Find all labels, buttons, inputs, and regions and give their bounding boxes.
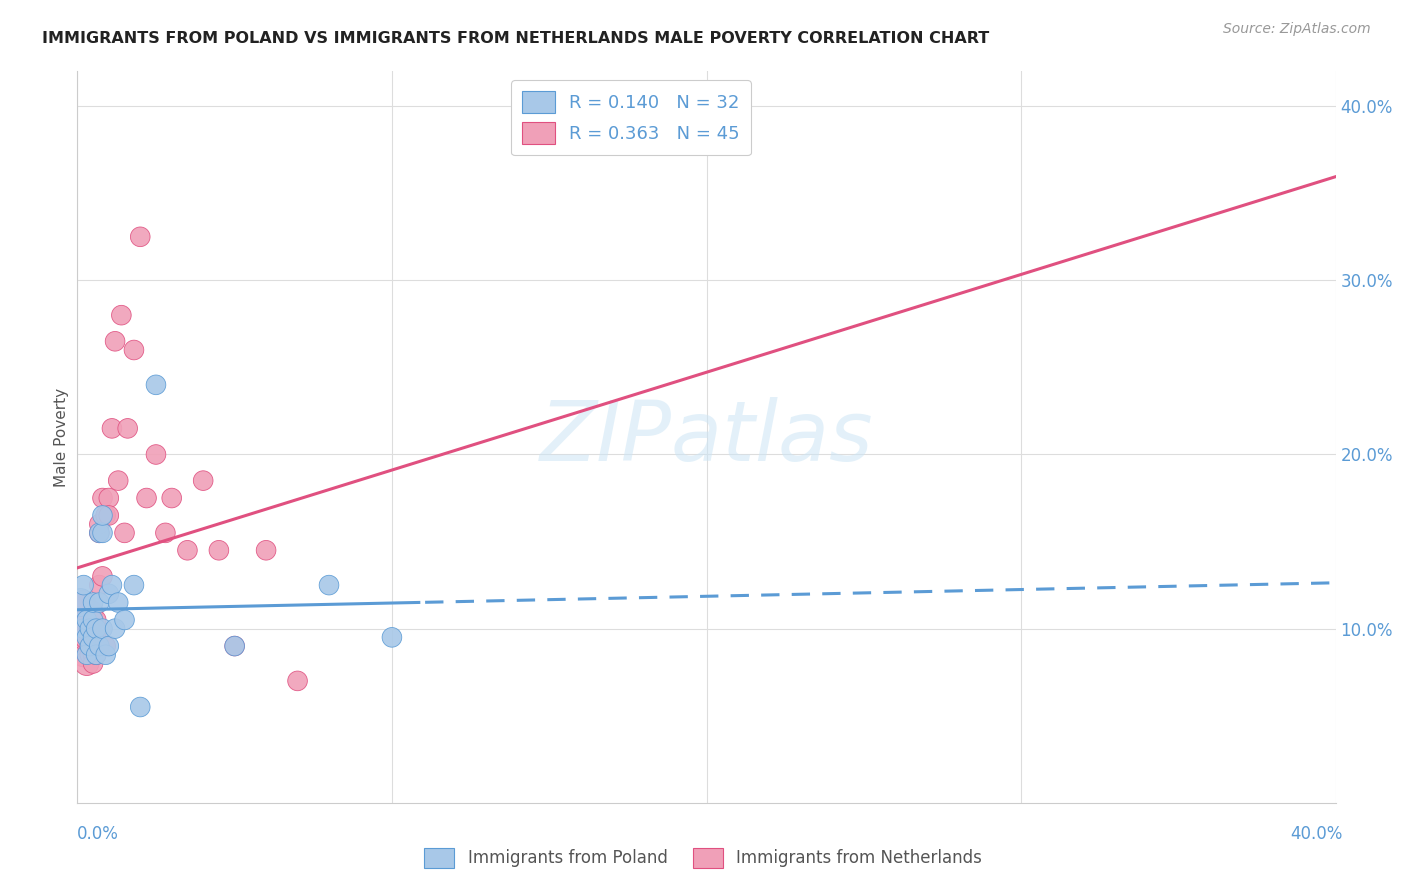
Point — [82, 657, 104, 671]
Point — [76, 631, 98, 645]
Point — [94, 508, 117, 523]
Point — [89, 639, 111, 653]
Point — [101, 421, 124, 435]
Point — [79, 622, 101, 636]
Point — [117, 421, 139, 435]
Point — [129, 700, 152, 714]
Point — [72, 648, 94, 662]
Point — [160, 491, 183, 505]
Point — [97, 639, 120, 653]
Point — [76, 657, 98, 671]
Point — [79, 639, 101, 653]
Legend: Immigrants from Poland, Immigrants from Netherlands: Immigrants from Poland, Immigrants from … — [418, 841, 988, 875]
Point — [145, 448, 167, 462]
Point — [89, 525, 111, 540]
Text: 40.0%: 40.0% — [1291, 825, 1343, 843]
Point — [84, 648, 107, 662]
Point — [89, 517, 111, 532]
Point — [191, 474, 215, 488]
Point — [107, 474, 129, 488]
Point — [114, 613, 136, 627]
Point — [76, 613, 98, 627]
Point — [82, 613, 104, 627]
Text: Source: ZipAtlas.com: Source: ZipAtlas.com — [1223, 22, 1371, 37]
Point — [84, 622, 107, 636]
Point — [135, 491, 157, 505]
Point — [82, 648, 104, 662]
Text: IMMIGRANTS FROM POLAND VS IMMIGRANTS FROM NETHERLANDS MALE POVERTY CORRELATION C: IMMIGRANTS FROM POLAND VS IMMIGRANTS FRO… — [42, 31, 990, 46]
Point — [72, 622, 94, 636]
Point — [381, 631, 404, 645]
Point — [208, 543, 231, 558]
Point — [89, 525, 111, 540]
Point — [69, 595, 91, 609]
Point — [84, 648, 107, 662]
Point — [94, 648, 117, 662]
Point — [69, 622, 91, 636]
Point — [82, 631, 104, 645]
Point — [101, 578, 124, 592]
Point — [91, 508, 114, 523]
Point — [254, 543, 277, 558]
Text: 0.0%: 0.0% — [77, 825, 120, 843]
Point — [79, 622, 101, 636]
Point — [84, 613, 107, 627]
Point — [129, 229, 152, 244]
Point — [72, 595, 94, 609]
Point — [318, 578, 340, 592]
Point — [91, 622, 114, 636]
Point — [114, 525, 136, 540]
Point — [69, 595, 91, 609]
Point — [224, 639, 246, 653]
Point — [107, 595, 129, 609]
Point — [122, 343, 145, 357]
Point — [155, 525, 177, 540]
Point — [97, 491, 120, 505]
Point — [89, 595, 111, 609]
Point — [76, 648, 98, 662]
Point — [79, 639, 101, 653]
Point — [82, 604, 104, 618]
Point — [176, 543, 198, 558]
Point — [91, 525, 114, 540]
Point — [97, 508, 120, 523]
Point — [76, 631, 98, 645]
Point — [104, 622, 127, 636]
Legend: R = 0.140   N = 32, R = 0.363   N = 45: R = 0.140 N = 32, R = 0.363 N = 45 — [512, 80, 751, 155]
Point — [82, 595, 104, 609]
Point — [224, 639, 246, 653]
Point — [122, 578, 145, 592]
Y-axis label: Male Poverty: Male Poverty — [53, 387, 69, 487]
Point — [72, 578, 94, 592]
Point — [104, 334, 127, 349]
Point — [97, 587, 120, 601]
Point — [91, 491, 114, 505]
Point — [89, 578, 111, 592]
Point — [76, 613, 98, 627]
Point — [110, 308, 132, 322]
Point — [145, 377, 167, 392]
Point — [287, 673, 309, 688]
Point — [79, 648, 101, 662]
Point — [94, 639, 117, 653]
Point — [91, 569, 114, 583]
Text: ZIPatlas: ZIPatlas — [540, 397, 873, 477]
Point — [84, 631, 107, 645]
Point — [82, 631, 104, 645]
Point — [72, 631, 94, 645]
